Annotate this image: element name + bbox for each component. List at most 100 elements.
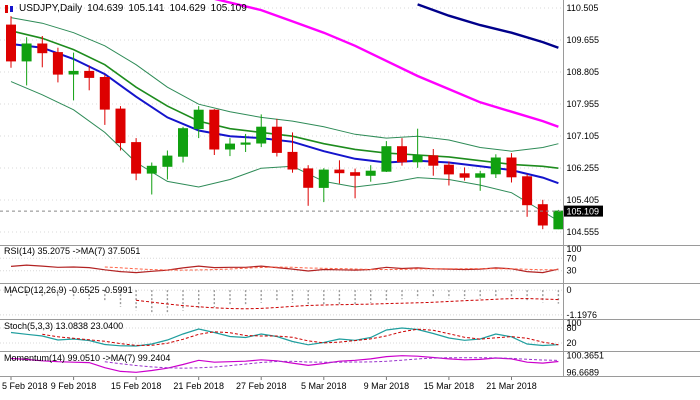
momentum-scale-label: 100.3651 <box>567 350 605 360</box>
bollinger-upper-band-line <box>10 17 559 152</box>
candle-body <box>303 168 314 188</box>
candle-body <box>522 176 533 206</box>
macd-scale-label: 0 <box>567 285 572 295</box>
momentum-signal-line <box>104 357 559 369</box>
price-scale[interactable]: 110.505 109.655 108.805 107.955 107.105 106.2… <box>567 3 600 237</box>
ma-magenta-line <box>214 0 559 128</box>
candle-body <box>318 169 329 188</box>
price-tick-label: 107.105 <box>567 131 600 141</box>
rsi-scale-label: 70 <box>567 253 577 263</box>
rsi-label: RSI(14) 35.2075 ->MA(7) 37.5051 <box>4 246 141 256</box>
candle-body <box>115 108 126 144</box>
macd-label: MACD(12,26,9) -0.6525 -0.5991 <box>4 285 133 295</box>
candle-body <box>553 210 563 230</box>
bull-candle <box>225 138 235 157</box>
stoch-line <box>10 327 559 347</box>
bear-candle <box>443 161 454 186</box>
bull-candle <box>21 37 32 86</box>
stoch-scale-label: 100 <box>567 318 582 328</box>
candle-body <box>52 52 63 75</box>
bear-candle <box>209 109 220 155</box>
bull-candle <box>256 114 267 148</box>
bear-candle <box>271 118 282 157</box>
bull-candle <box>412 128 423 168</box>
bull-candle <box>381 141 392 172</box>
bull-candle <box>193 106 204 139</box>
bull-candle <box>178 126 188 163</box>
date-label: 9 Feb 2018 <box>51 381 97 391</box>
bull-candle <box>162 150 173 180</box>
momentum-panel: 100.3651 96.6689 <box>10 350 605 377</box>
date-label: 21 Feb 2018 <box>173 381 224 391</box>
ma-navy-line <box>417 3 559 49</box>
candle-body <box>68 70 79 75</box>
macd-panel: 0 -1.1976 <box>0 285 597 320</box>
candle-body <box>397 146 407 163</box>
candle-body <box>256 126 267 144</box>
price-tick-label: 109.655 <box>567 35 600 45</box>
ohlc-low: 104.629 <box>169 3 206 14</box>
bear-candle <box>115 106 126 151</box>
candle-body <box>178 128 188 157</box>
macd-signal-line <box>136 298 559 310</box>
candle-body <box>381 146 392 172</box>
candle-body <box>6 24 16 62</box>
bull-candle <box>68 52 79 101</box>
rsi-scale-label: 100 <box>567 244 582 254</box>
candle-body <box>240 142 251 145</box>
bear-candle <box>303 165 314 206</box>
rsi-signal-line <box>104 266 559 271</box>
bear-candle <box>428 149 439 176</box>
candle-body <box>365 170 376 176</box>
bull-candle <box>365 165 376 182</box>
date-label: 27 Feb 2018 <box>236 381 287 391</box>
bear-candle <box>131 138 142 181</box>
stoch-scale-label: 20 <box>567 338 577 348</box>
bear-candle <box>334 160 345 184</box>
bear-candle <box>84 65 95 91</box>
candle-body <box>162 155 173 167</box>
date-label: 5 Feb 2018 <box>2 381 48 391</box>
candle-body <box>537 204 548 226</box>
candle-body <box>287 151 298 170</box>
date-label: 21 Mar 2018 <box>486 381 537 391</box>
price-tick-label: 105.405 <box>567 195 600 205</box>
price-tick-label: 107.955 <box>567 99 600 109</box>
bear-candle <box>99 74 110 125</box>
price-tick-label: 110.505 <box>567 3 599 13</box>
bear-candle <box>506 153 517 183</box>
candle-body <box>334 169 345 174</box>
momentum-line <box>10 355 559 373</box>
ohlc-close: 105.109 <box>210 3 247 14</box>
candle-body <box>146 165 157 174</box>
date-axis[interactable]: 5 Feb 2018 9 Feb 2018 15 Feb 2018 21 Feb 20… <box>2 377 537 391</box>
bull-candle <box>475 170 486 191</box>
ohlc-high: 105.141 <box>128 3 165 14</box>
bear-candle <box>287 132 298 173</box>
bull-candle <box>490 154 501 178</box>
chart-icon <box>5 4 13 13</box>
stoch-label: Stoch(5,3,3) 13.0838 23.0400 <box>4 321 124 331</box>
candle-body <box>99 77 110 110</box>
candle-body <box>37 43 48 54</box>
candle-body <box>506 157 517 178</box>
candle-body <box>412 155 423 163</box>
ohlc-open: 104.639 <box>87 3 124 14</box>
current-price-box <box>564 205 603 217</box>
current-price-label: 105.109 <box>567 207 600 217</box>
bear-candle <box>6 16 16 68</box>
candle-body <box>271 126 282 153</box>
date-label: 15 Feb 2018 <box>111 381 162 391</box>
bull-candle <box>318 168 329 203</box>
chart-header: USDJPY,Daily 104.639 105.141 104.629 105… <box>4 3 247 14</box>
candle-body <box>350 172 361 176</box>
bull-candle <box>146 162 157 195</box>
candle-body <box>209 109 220 150</box>
rsi-line <box>10 264 559 274</box>
candle-body <box>225 143 235 150</box>
price-tick-label: 106.255 <box>567 163 600 173</box>
momentum-label: Momentum(14) 99.0510 ->MA(7) 99.2404 <box>4 353 171 363</box>
